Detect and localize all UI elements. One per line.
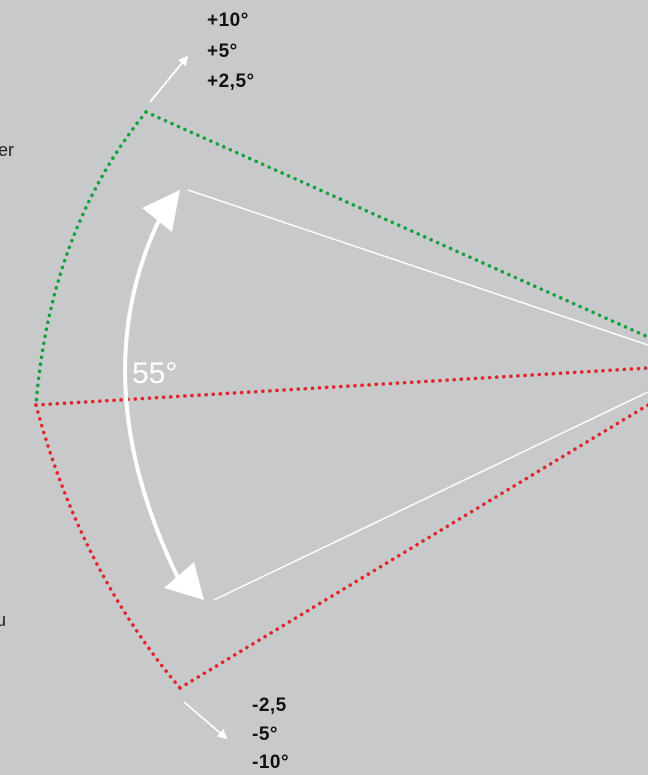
upper-direction-arrow	[149, 55, 189, 103]
lower-dotted-line	[178, 403, 648, 690]
upper-value-3: +2,5°	[207, 71, 255, 92]
upper-beam-line	[187, 189, 648, 346]
center-dotted-line	[34, 366, 648, 407]
lower-beam-line	[213, 391, 648, 601]
angle-label: 55°	[132, 357, 178, 390]
angle-arc	[123, 217, 180, 579]
upper-dotted-line	[144, 110, 648, 339]
upper-value-2: +5°	[207, 41, 238, 62]
edge-text-fragment-bottom: u	[0, 610, 7, 630]
lower-value-1: -2,5	[252, 695, 287, 716]
angle-arrow-head-top	[142, 190, 180, 232]
upper-value-1: +10°	[207, 10, 249, 31]
lower-value-2: -5°	[252, 724, 278, 745]
angle-arrow-head-bottom	[164, 562, 204, 600]
lower-direction-arrow	[183, 701, 228, 740]
edge-text-fragment-top: er	[0, 140, 15, 160]
lower-value-3: -10°	[252, 752, 290, 773]
lower-dotted-arc	[34, 403, 182, 690]
upper-dotted-arc	[34, 110, 148, 407]
